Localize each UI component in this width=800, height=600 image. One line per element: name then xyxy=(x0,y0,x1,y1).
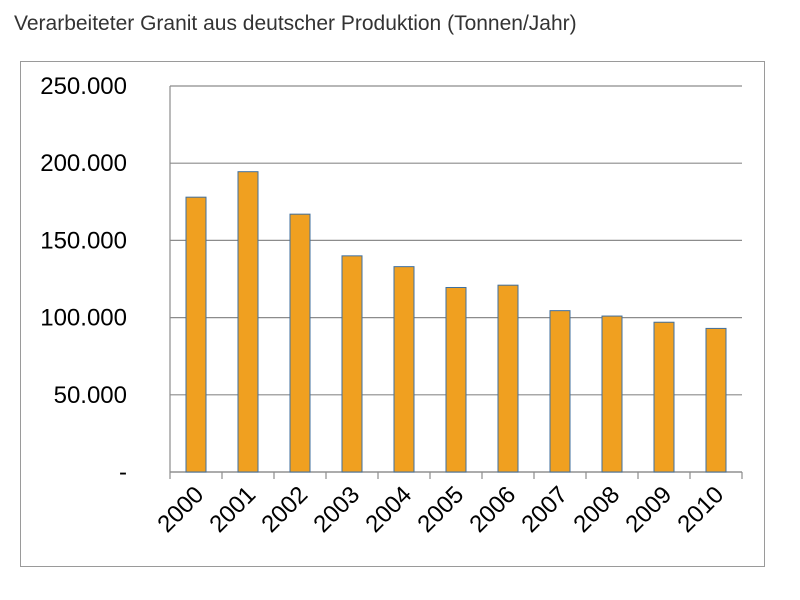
y-tick-label: 100.000 xyxy=(40,305,127,332)
bar-2001 xyxy=(237,171,259,473)
x-tick-label: 2008 xyxy=(568,481,625,538)
bar-2008 xyxy=(601,315,623,473)
x-tick-label: 2006 xyxy=(464,481,521,538)
chart-frame xyxy=(20,61,765,567)
bar-2004 xyxy=(393,266,415,473)
bar-2009 xyxy=(653,321,675,473)
bar-2000 xyxy=(185,196,207,473)
x-tick-label: 2003 xyxy=(308,481,365,538)
bar-2006 xyxy=(497,284,519,473)
x-tick-label: 2007 xyxy=(516,481,573,538)
y-tick-label: 200.000 xyxy=(40,150,127,177)
y-tick-label: - xyxy=(119,459,127,486)
x-tick-label: 2002 xyxy=(256,481,313,538)
bar-2005 xyxy=(445,286,467,473)
y-tick-label: 150.000 xyxy=(40,227,127,254)
chart-title: Verarbeiteter Granit aus deutscher Produ… xyxy=(14,12,577,35)
x-tick-label: 2004 xyxy=(360,481,417,538)
y-tick-label: 250.000 xyxy=(40,73,127,100)
bar-2007 xyxy=(549,310,571,473)
y-tick-label: 50.000 xyxy=(54,382,127,409)
x-tick-label: 2010 xyxy=(672,481,729,538)
bar-2010 xyxy=(705,327,727,473)
bar-2003 xyxy=(341,255,363,473)
x-tick-label: 2005 xyxy=(412,481,469,538)
x-tick-label: 2000 xyxy=(152,481,209,538)
x-tick-label: 2009 xyxy=(620,481,677,538)
x-tick-label: 2001 xyxy=(204,481,261,538)
bar-2002 xyxy=(289,213,311,473)
